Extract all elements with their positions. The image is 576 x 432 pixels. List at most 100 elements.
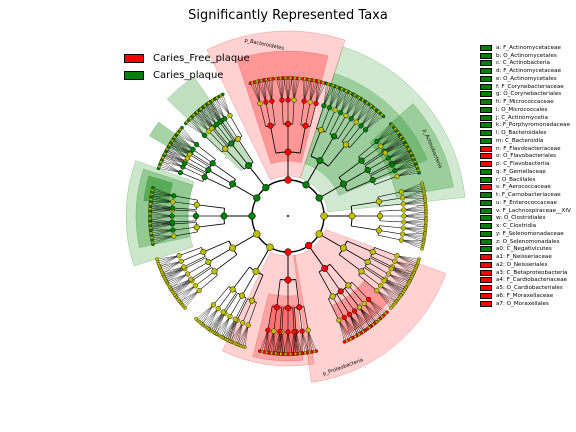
leaf-node	[417, 171, 421, 175]
leaf-branch	[218, 316, 231, 336]
leaf-branch	[273, 331, 281, 354]
branch	[221, 120, 236, 141]
clade-node	[187, 151, 193, 158]
leaf-branch	[356, 105, 371, 123]
clade-key-item: z: O_Selenomonadales	[480, 238, 571, 246]
leaf-branch	[159, 255, 180, 268]
leaf-branch	[268, 331, 275, 353]
leaf-branch	[229, 322, 243, 342]
leaf-node	[342, 340, 347, 344]
leaf-branch	[394, 165, 417, 171]
leaf-branch	[309, 80, 315, 103]
branch	[172, 220, 197, 223]
leaf-branch	[403, 201, 426, 205]
leaf-branch	[354, 310, 371, 327]
clade-key-label: a: F_Actinomycetaceae	[496, 44, 561, 51]
clade-node	[320, 212, 328, 220]
leaf-branch	[180, 129, 197, 145]
leaf-branch	[163, 266, 184, 277]
clade-node	[285, 97, 291, 103]
leaf-branch	[183, 290, 200, 307]
leaf-branch	[162, 261, 182, 275]
leaf-branch	[388, 273, 408, 286]
clade-node	[171, 193, 177, 199]
leaf-branch	[193, 114, 210, 132]
leaf-branch	[329, 87, 338, 108]
leaf-branch	[172, 140, 190, 155]
leaf-branch	[345, 98, 361, 116]
leaf-branch	[261, 80, 267, 103]
clade-node	[364, 258, 371, 266]
leaf-branch	[384, 280, 401, 297]
leaf-branch	[351, 102, 367, 119]
branch	[281, 100, 284, 125]
leaf-branch	[261, 330, 269, 352]
clade-node	[215, 306, 221, 312]
clade-key-label: o: O_Flavobacteriales	[496, 153, 557, 160]
branch	[379, 220, 404, 223]
clade-node	[266, 243, 274, 251]
branch	[196, 144, 216, 160]
branch	[340, 291, 355, 312]
branch	[242, 300, 253, 323]
clade-node	[341, 314, 347, 321]
clade-key-item: n: F_Flavobacteriaceae	[480, 145, 571, 153]
leaf-branch	[259, 330, 269, 352]
leaf-branch	[174, 279, 191, 295]
leaf-branch	[178, 285, 196, 301]
leaf-branch	[323, 83, 327, 106]
branch	[237, 138, 254, 163]
leaf-branch	[190, 117, 209, 132]
branch	[232, 183, 258, 199]
leaf-branch	[225, 319, 236, 340]
leaf-branch	[384, 136, 402, 152]
tree-nodes	[148, 76, 428, 356]
leaf-branch	[194, 114, 213, 129]
leaf-branch	[402, 233, 425, 235]
leaf-branch	[254, 82, 261, 104]
branch	[318, 183, 344, 199]
leaf-branch	[220, 316, 231, 337]
clade-node	[209, 160, 216, 167]
leaf-node	[180, 125, 184, 130]
leaf-branch	[403, 213, 427, 217]
clade-node	[329, 293, 336, 300]
leaf-branch	[307, 330, 315, 352]
leaf-branch	[368, 299, 381, 319]
leaf-branch	[351, 97, 360, 119]
branch	[338, 160, 362, 178]
clade-node	[248, 212, 256, 220]
leaf-branch	[188, 120, 205, 136]
leaf-branch	[349, 314, 364, 332]
branch	[379, 203, 404, 207]
clade-node	[201, 132, 208, 139]
clade-node	[364, 166, 371, 174]
leaf-branch	[344, 317, 352, 339]
leaf-branch	[345, 96, 358, 116]
leaf-branch	[264, 79, 273, 102]
clade-node	[358, 123, 364, 129]
clade-sector-3	[304, 73, 428, 196]
leaf-branch	[215, 98, 231, 116]
leaf-branch	[287, 331, 293, 354]
leaf-branch	[208, 103, 220, 123]
leaf-branch	[268, 79, 273, 102]
leaf-branch	[315, 82, 324, 104]
clade-key-swatch	[480, 238, 492, 245]
leaf-branch	[163, 157, 185, 164]
clade-node	[339, 180, 347, 188]
clade-node	[279, 97, 285, 103]
leaf-branch	[309, 80, 313, 103]
clade-node	[220, 212, 228, 220]
leaf-branch	[181, 127, 197, 145]
clade-node	[238, 292, 246, 299]
clade-node	[321, 103, 327, 109]
leaf-node	[258, 349, 262, 353]
leaf-node	[389, 306, 393, 310]
legend-swatch	[124, 54, 144, 63]
leaf-branch	[360, 107, 374, 126]
clade-node	[184, 271, 191, 277]
leaf-branch	[177, 285, 196, 300]
leaf-branch	[202, 304, 214, 325]
branch	[180, 172, 203, 182]
